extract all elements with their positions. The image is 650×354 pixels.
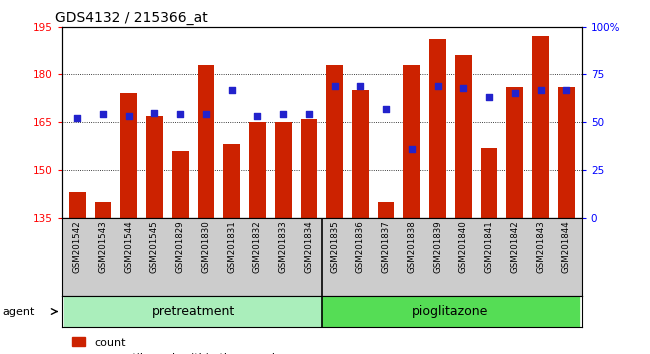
Point (201, 112, 211, 117)
Point (72, 115, 83, 121)
Bar (198, 65, 214, 218)
Text: GSM201838: GSM201838 (408, 220, 417, 273)
Text: GSM201841: GSM201841 (485, 220, 493, 273)
Text: GDS4132 / 215366_at: GDS4132 / 215366_at (55, 11, 208, 25)
Point (150, 110, 160, 115)
Text: GSM201844: GSM201844 (562, 220, 571, 273)
Text: agent: agent (2, 307, 34, 316)
Text: GSM201831: GSM201831 (227, 220, 236, 273)
Bar (378, 202, 395, 218)
Text: pretreatment: pretreatment (151, 305, 235, 318)
Text: GSM201544: GSM201544 (124, 220, 133, 273)
Text: GSM201832: GSM201832 (253, 220, 262, 273)
Text: GSM201835: GSM201835 (330, 220, 339, 273)
Point (304, 112, 314, 117)
Bar (94, 202, 111, 218)
Text: GSM201543: GSM201543 (98, 220, 107, 273)
Text: GSM201542: GSM201542 (73, 220, 82, 273)
Text: GSM201843: GSM201843 (536, 220, 545, 273)
Bar (506, 87, 523, 218)
Legend: count, percentile rank within the sample: count, percentile rank within the sample (68, 333, 286, 354)
Point (226, 87, 237, 92)
Bar (69, 192, 86, 218)
Text: GSM201837: GSM201837 (382, 220, 391, 273)
Point (432, 83, 443, 88)
Bar (352, 90, 369, 218)
Bar (455, 55, 472, 218)
Point (252, 114, 263, 119)
Point (330, 83, 340, 88)
Text: GSM201833: GSM201833 (279, 220, 288, 273)
Bar (275, 122, 291, 218)
Bar (120, 93, 137, 218)
Bar (532, 36, 549, 218)
Point (484, 95, 494, 100)
Text: GSM201840: GSM201840 (459, 220, 468, 273)
Bar (64, 296, 322, 327)
Bar (172, 151, 188, 218)
Text: pioglitazone: pioglitazone (412, 305, 489, 318)
Text: GSM201829: GSM201829 (176, 220, 185, 273)
Point (561, 87, 571, 92)
Text: GSM201545: GSM201545 (150, 220, 159, 273)
Bar (326, 65, 343, 218)
Bar (146, 116, 162, 218)
Point (124, 114, 134, 119)
Text: GSM201834: GSM201834 (304, 220, 313, 273)
Bar (481, 148, 497, 218)
Bar (322, 296, 579, 327)
Bar (404, 65, 420, 218)
Text: GSM201839: GSM201839 (433, 220, 442, 273)
Point (510, 91, 520, 96)
Point (381, 106, 391, 112)
Bar (429, 39, 446, 218)
Point (536, 87, 546, 92)
Point (98, 112, 108, 117)
Bar (249, 122, 266, 218)
Bar (300, 119, 317, 218)
Bar (558, 87, 575, 218)
Point (355, 83, 365, 88)
Point (278, 112, 289, 117)
Bar (224, 144, 240, 218)
Text: GSM201830: GSM201830 (202, 220, 211, 273)
Point (407, 146, 417, 152)
Point (175, 112, 185, 117)
Text: GSM201836: GSM201836 (356, 220, 365, 273)
Point (458, 85, 469, 91)
Text: GSM201842: GSM201842 (510, 220, 519, 273)
